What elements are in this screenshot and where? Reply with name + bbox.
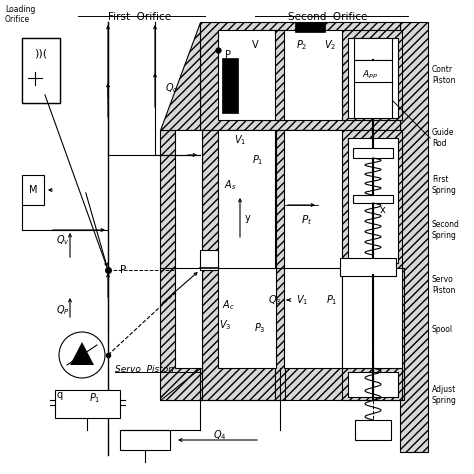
Text: $P_1$: $P_1$ — [89, 391, 101, 405]
Circle shape — [59, 332, 105, 378]
Bar — [160, 130, 202, 270]
Text: P: P — [120, 265, 126, 275]
Text: Loading
Orifice: Loading Orifice — [5, 5, 36, 24]
Text: $Q_3$: $Q_3$ — [268, 293, 282, 307]
Bar — [200, 130, 275, 270]
Text: $Q_c$: $Q_c$ — [165, 81, 178, 95]
Bar — [175, 268, 202, 368]
Bar — [284, 268, 342, 368]
Text: $Q_4$: $Q_4$ — [213, 428, 227, 442]
Bar — [400, 22, 428, 452]
Text: x: x — [380, 205, 386, 215]
Bar — [218, 30, 276, 120]
Text: Second
Spring: Second Spring — [432, 220, 460, 240]
Text: Spool: Spool — [432, 326, 453, 335]
Text: Second  Orifice: Second Orifice — [288, 12, 368, 22]
Text: Servo  Piston: Servo Piston — [115, 365, 174, 374]
Bar — [160, 268, 202, 400]
Bar — [354, 60, 392, 118]
Text: $A_{PP}$: $A_{PP}$ — [362, 69, 378, 81]
Text: Servo
Piston: Servo Piston — [432, 275, 456, 295]
Bar — [275, 30, 285, 120]
Bar — [284, 30, 342, 120]
Text: $Q_v$: $Q_v$ — [56, 233, 70, 247]
Bar — [353, 195, 393, 203]
Bar — [355, 420, 391, 440]
Bar — [175, 130, 202, 270]
Bar — [342, 268, 402, 368]
Bar — [200, 250, 218, 270]
Polygon shape — [70, 342, 94, 365]
Text: First  Orifice: First Orifice — [109, 12, 172, 22]
Bar — [284, 268, 404, 400]
Bar — [22, 38, 60, 103]
Bar — [348, 38, 398, 118]
Text: $A_s$: $A_s$ — [224, 178, 236, 192]
Text: Contr
Piston: Contr Piston — [432, 65, 456, 85]
Polygon shape — [160, 22, 200, 130]
Bar — [120, 430, 170, 450]
Text: M: M — [29, 185, 37, 195]
Bar — [218, 130, 276, 270]
Bar — [284, 130, 344, 270]
Bar — [275, 268, 285, 400]
Text: $P_3$: $P_3$ — [254, 321, 266, 335]
Bar — [295, 22, 325, 32]
Text: $V_2$: $V_2$ — [324, 38, 336, 52]
Text: Adjust
Spring: Adjust Spring — [432, 385, 457, 405]
Bar — [275, 130, 285, 270]
Bar — [342, 130, 402, 270]
Text: First
Spring: First Spring — [432, 175, 457, 195]
Bar — [200, 22, 400, 130]
Text: $P_t$: $P_t$ — [301, 213, 313, 227]
Text: $V_3$: $V_3$ — [219, 318, 231, 332]
Bar — [354, 38, 392, 60]
Bar — [348, 372, 398, 397]
Text: $V_1$: $V_1$ — [234, 133, 246, 147]
Bar — [218, 268, 276, 368]
Bar — [55, 390, 120, 418]
Bar — [284, 130, 344, 270]
Bar — [222, 58, 238, 113]
Text: P: P — [225, 50, 231, 60]
Text: $A_c$: $A_c$ — [221, 298, 235, 312]
Text: $P_1$: $P_1$ — [252, 153, 264, 167]
Bar — [342, 30, 402, 120]
Bar — [353, 148, 393, 158]
Bar — [342, 368, 402, 400]
Bar — [200, 268, 275, 400]
Polygon shape — [160, 368, 200, 400]
Text: $Q_P$: $Q_P$ — [56, 303, 70, 317]
Bar — [22, 38, 60, 103]
Bar — [348, 138, 398, 263]
Bar — [22, 175, 44, 205]
Text: Guide
Rod: Guide Rod — [432, 128, 455, 148]
Text: ))(: ))( — [35, 48, 47, 58]
Text: $P_1$: $P_1$ — [326, 293, 338, 307]
Bar — [340, 258, 396, 276]
Text: V: V — [252, 40, 258, 50]
Text: y: y — [245, 213, 251, 223]
Text: $P_2$: $P_2$ — [296, 38, 308, 52]
Text: $V_1$: $V_1$ — [296, 293, 308, 307]
Text: q: q — [57, 390, 63, 400]
